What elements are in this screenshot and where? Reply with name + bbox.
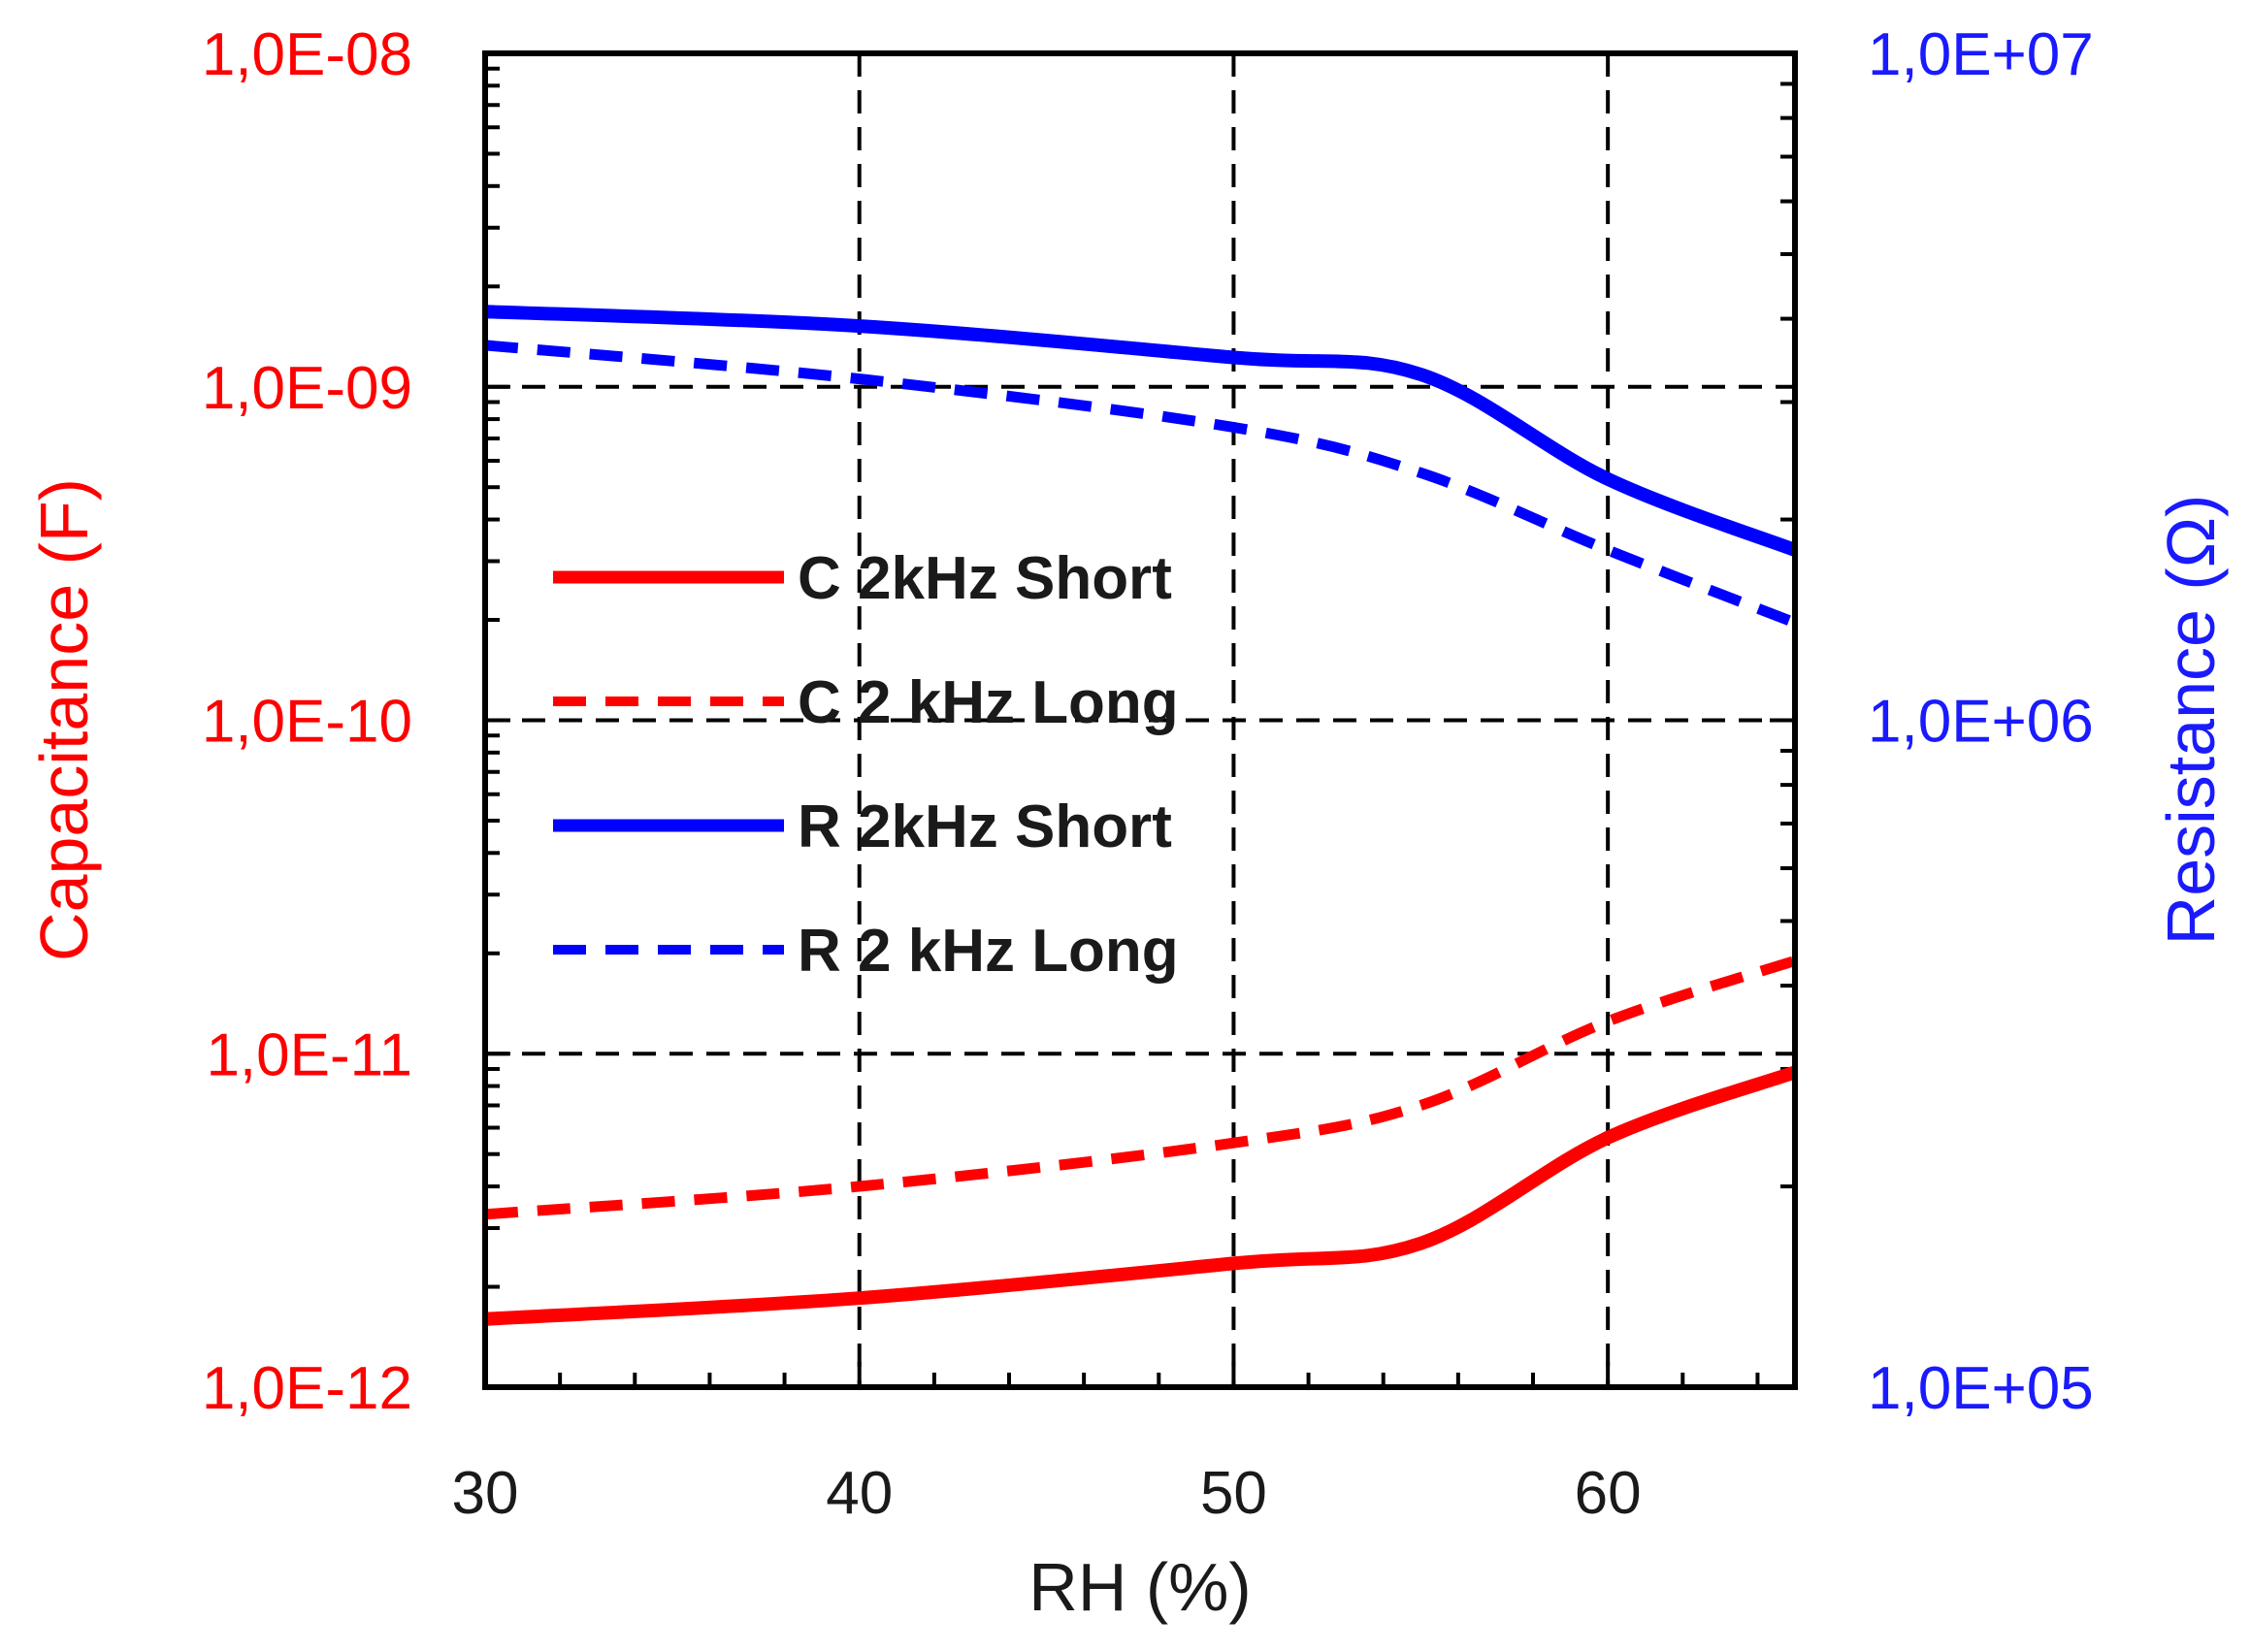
- y-right-tick-label: 1,0E+06: [1868, 689, 2094, 756]
- legend-label: R 2kHz Short: [798, 794, 1172, 860]
- x-axis-title: RH (%): [1028, 1549, 1251, 1625]
- gridlines: [485, 53, 1795, 1387]
- series-lines: [484, 305, 1798, 1326]
- series-line-4: [484, 340, 1797, 629]
- plot-frame: [482, 50, 1798, 1390]
- y-right-tick-label: 1,0E+05: [1868, 1355, 2094, 1422]
- y-left-tick-label: 1,0E-11: [206, 1021, 412, 1088]
- tick-labels: 30 40 50 60 1,0E-12 1,0E-11 1,0E-10 1,0E-09 1,0E…: [202, 21, 2094, 1527]
- x-tick-label: 60: [1575, 1460, 1642, 1527]
- legend: C 2kHz Short C 2 kHz Long R 2kHz Short R 2 …: [553, 545, 1179, 985]
- series-line-3: [484, 305, 1798, 557]
- x-tick-label: 40: [826, 1460, 893, 1527]
- legend-label: R 2 kHz Long: [798, 918, 1179, 985]
- y-left-tick-label: 1,0E-09: [202, 355, 412, 422]
- y-left-tick-label: 1,0E-08: [202, 21, 412, 88]
- legend-label: C 2kHz Short: [798, 545, 1172, 612]
- y-right-tick-label: 1,0E+07: [1868, 21, 2094, 88]
- series-line-1: [484, 1065, 1798, 1326]
- legend-label: C 2 kHz Long: [798, 669, 1179, 736]
- x-tick-label: 50: [1200, 1460, 1267, 1527]
- y-axis-right-title: Resistance (Ω): [2153, 495, 2229, 946]
- y-axis-left-title: Capacitance (F): [26, 478, 102, 961]
- series-line-2: [484, 956, 1797, 1220]
- x-tick-label: 30: [452, 1460, 519, 1527]
- y-left-tick-label: 1,0E-12: [202, 1355, 412, 1422]
- y-left-tick-label: 1,0E-10: [202, 689, 412, 756]
